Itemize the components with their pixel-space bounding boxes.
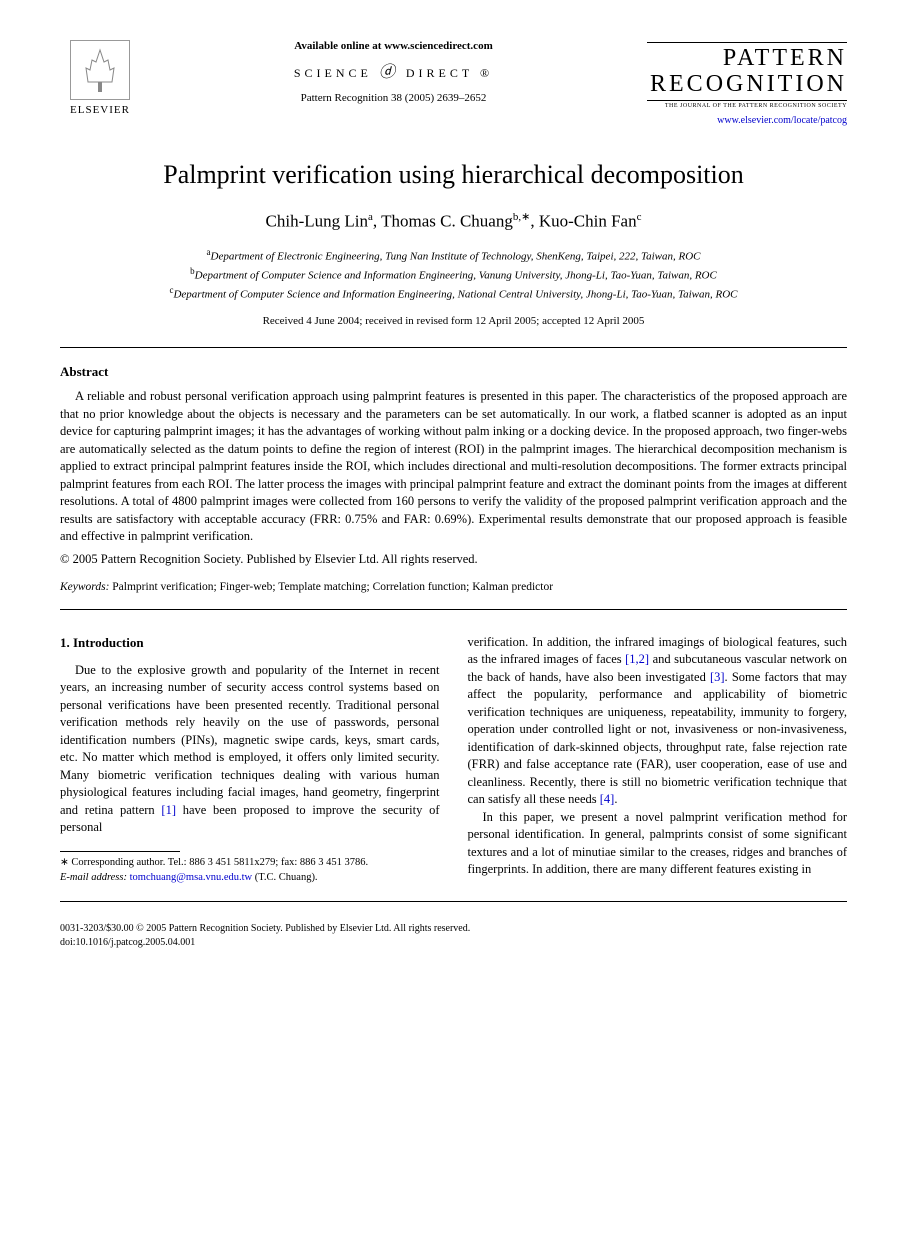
available-online-text: Available online at www.sciencedirect.co… bbox=[160, 40, 627, 52]
elsevier-logo: ELSEVIER bbox=[60, 40, 140, 130]
keywords-label: Keywords: bbox=[60, 581, 109, 593]
body-columns: 1. Introduction Due to the explosive gro… bbox=[60, 634, 847, 886]
journal-rule-mid bbox=[647, 100, 847, 101]
footer-line2: doi:10.1016/j.patcog.2005.04.001 bbox=[60, 936, 847, 950]
elsevier-label: ELSEVIER bbox=[70, 104, 130, 116]
intro-para-1-cont: verification. In addition, the infrared … bbox=[468, 634, 848, 809]
journal-reference: Pattern Recognition 38 (2005) 2639–2652 bbox=[160, 92, 627, 104]
journal-subtitle: THE JOURNAL OF THE PATTERN RECOGNITION S… bbox=[647, 103, 847, 109]
journal-rule-top bbox=[647, 42, 847, 43]
footnote-rule bbox=[60, 851, 180, 852]
rule-below-keywords bbox=[60, 609, 847, 610]
header-row: ELSEVIER Available online at www.science… bbox=[60, 40, 847, 130]
email-tail: (T.C. Chuang). bbox=[252, 872, 317, 883]
column-right: verification. In addition, the infrared … bbox=[468, 634, 848, 886]
keywords-text: Palmprint verification; Finger-web; Temp… bbox=[109, 581, 553, 593]
footer-line1: 0031-3203/$30.00 © 2005 Pattern Recognit… bbox=[60, 922, 847, 936]
affiliation-line: bDepartment of Computer Science and Info… bbox=[60, 265, 847, 284]
rule-above-abstract bbox=[60, 347, 847, 348]
sd-text2: DIRECT bbox=[406, 66, 473, 80]
keywords-line: Keywords: Palmprint verification; Finger… bbox=[60, 581, 847, 593]
sd-d-icon: ⓓ bbox=[379, 58, 399, 82]
center-header: Available online at www.sciencedirect.co… bbox=[140, 40, 647, 104]
intro-para-2: In this paper, we present a novel palmpr… bbox=[468, 809, 848, 879]
intro-heading: 1. Introduction bbox=[60, 634, 440, 652]
paper-title: Palmprint verification using hierarchica… bbox=[60, 160, 847, 190]
column-left: 1. Introduction Due to the explosive gro… bbox=[60, 634, 440, 886]
col2-end: . bbox=[614, 792, 617, 806]
intro-para-1-text: Due to the explosive growth and populari… bbox=[60, 663, 440, 817]
email-label: E-mail address: bbox=[60, 872, 127, 883]
elsevier-tree-icon bbox=[70, 40, 130, 100]
sciencedirect-logo: SCIENCE ⓓ DIRECT ® bbox=[160, 58, 627, 82]
submission-dates: Received 4 June 2004; received in revise… bbox=[60, 315, 847, 327]
col2-post: . Some factors that may affect the popul… bbox=[468, 670, 848, 807]
journal-url-link[interactable]: www.elsevier.com/locate/patcog bbox=[647, 115, 847, 126]
intro-para-1: Due to the explosive growth and populari… bbox=[60, 662, 440, 837]
ref-link-4[interactable]: [4] bbox=[600, 792, 615, 806]
abstract-heading: Abstract bbox=[60, 364, 847, 380]
affiliation-line: cDepartment of Computer Science and Info… bbox=[60, 284, 847, 303]
sd-text1: SCIENCE bbox=[294, 66, 372, 80]
ref-link-1[interactable]: [1] bbox=[161, 803, 176, 817]
corresponding-footnote: ∗ Corresponding author. Tel.: 886 3 451 … bbox=[60, 856, 440, 871]
journal-logo-block: PATTERN RECOGNITION THE JOURNAL OF THE P… bbox=[647, 40, 847, 126]
footer-block: 0031-3203/$30.00 © 2005 Pattern Recognit… bbox=[60, 922, 847, 950]
email-footnote: E-mail address: tomchuang@msa.vnu.edu.tw… bbox=[60, 871, 440, 886]
sd-reg-icon: ® bbox=[480, 66, 493, 80]
authors-line: Chih-Lung Lina, Thomas C. Chuangb,∗, Kuo… bbox=[60, 210, 847, 232]
email-link[interactable]: tomchuang@msa.vnu.edu.tw bbox=[130, 872, 253, 883]
abstract-copyright: © 2005 Pattern Recognition Society. Publ… bbox=[60, 552, 847, 567]
abstract-body: A reliable and robust personal verificat… bbox=[60, 388, 847, 546]
affiliation-line: aDepartment of Electronic Engineering, T… bbox=[60, 246, 847, 265]
affiliations-block: aDepartment of Electronic Engineering, T… bbox=[60, 246, 847, 303]
journal-title-line2: RECOGNITION bbox=[647, 71, 847, 97]
ref-link-12[interactable]: [1,2] bbox=[625, 652, 649, 666]
journal-title-line1: PATTERN bbox=[647, 45, 847, 71]
footer-rule bbox=[60, 901, 847, 902]
ref-link-3[interactable]: [3] bbox=[710, 670, 725, 684]
